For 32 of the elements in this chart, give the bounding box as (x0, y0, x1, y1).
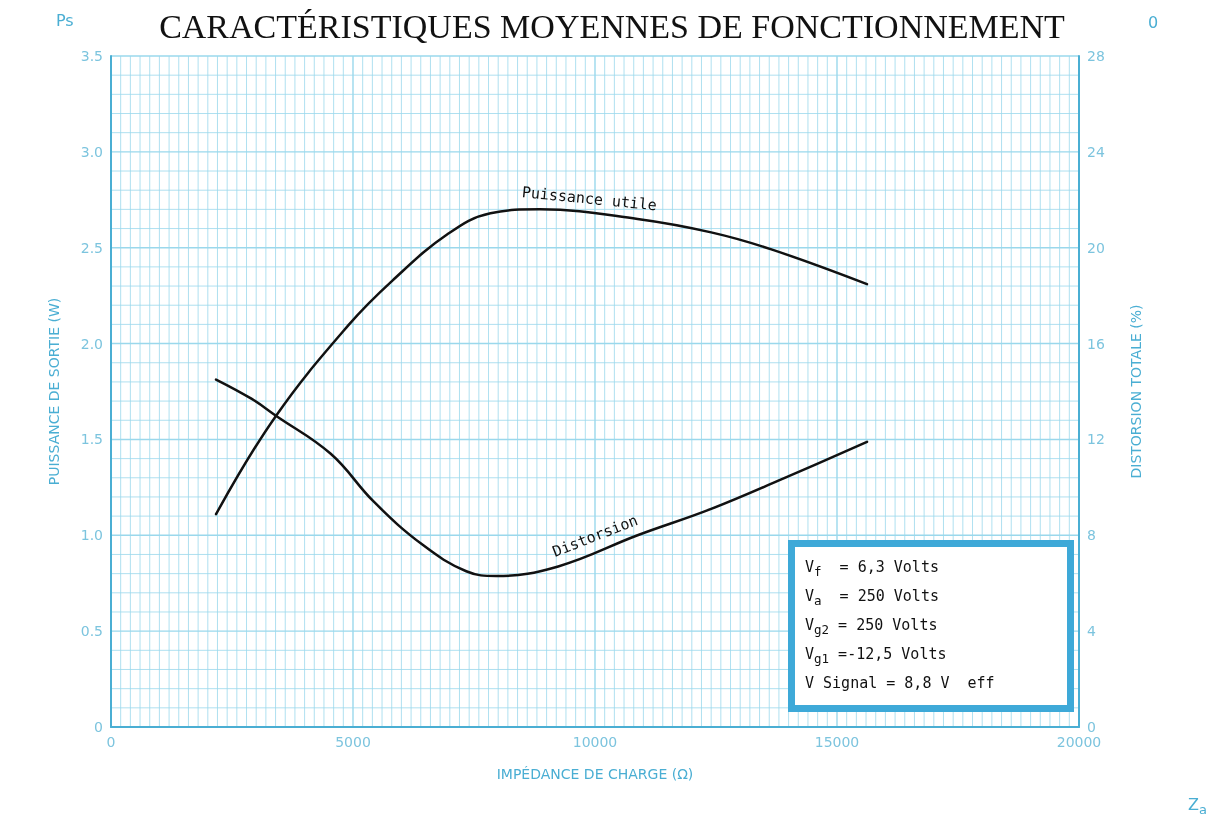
y-tick-label: 0 (94, 719, 103, 735)
text: 0 (1148, 12, 1159, 32)
y-tick-label: 2.5 (80, 239, 103, 256)
x-tick-label: 15000 (814, 734, 860, 750)
annotation: V$_{g1}$ =-12,5 Volts (805, 644, 948, 668)
y2-tick-label: 4 (1087, 623, 1096, 640)
x-tick-label: 10000 (572, 734, 618, 750)
y2-tick-label: 24 (1087, 143, 1105, 160)
y-tick-label: 1.0 (80, 527, 103, 544)
y-tick-label: 3.5 (80, 48, 103, 64)
y2-tick-label: 0 (1087, 719, 1096, 735)
x-axis-title: IMPÉDANCE DE CHARGE (Ω) (496, 766, 694, 782)
y2-tick-label: 28 (1087, 48, 1105, 64)
y2-tick-label: 8 (1087, 527, 1096, 544)
x-tick-label: 0 (106, 734, 116, 750)
y2-tick-label: 20 (1087, 239, 1105, 256)
y2-tick-label: 16 (1087, 335, 1105, 352)
info-box: V$_{f}$ = 6,3 Volts V$_{a}$ = 250 Volts V$_{g2}$ = 250 Volts V$_{g1}$ =-12,5 Volts V Signal = 8,8 V eff (788, 540, 1074, 712)
y-tick-label: 0.5 (80, 623, 103, 640)
text: Puissance utile (521, 183, 658, 215)
x-tick-label: 5000 (335, 734, 371, 750)
y-axis-title: PUISSANCE DE SORTIE (W) (46, 297, 62, 486)
annotation: V Signal = 8,8 V eff (805, 673, 996, 694)
annotation: V$_{g2}$ = 250 Volts (805, 615, 939, 639)
text: Ps (56, 10, 74, 30)
y-tick-label: 1.5 (80, 431, 103, 448)
y2-axis-title: DISTORSION TOTALE (%) (1128, 304, 1144, 479)
y2-tick-label: 12 (1087, 431, 1105, 448)
y-tick-label: 3.0 (80, 143, 103, 160)
y-tick-label: 2.0 (80, 335, 103, 352)
chart-title: CARACTÉRISTIQUES MOYENNES DE FONCTIONNEMENT (159, 7, 1066, 45)
x-tick-label: 20000 (1056, 734, 1102, 750)
